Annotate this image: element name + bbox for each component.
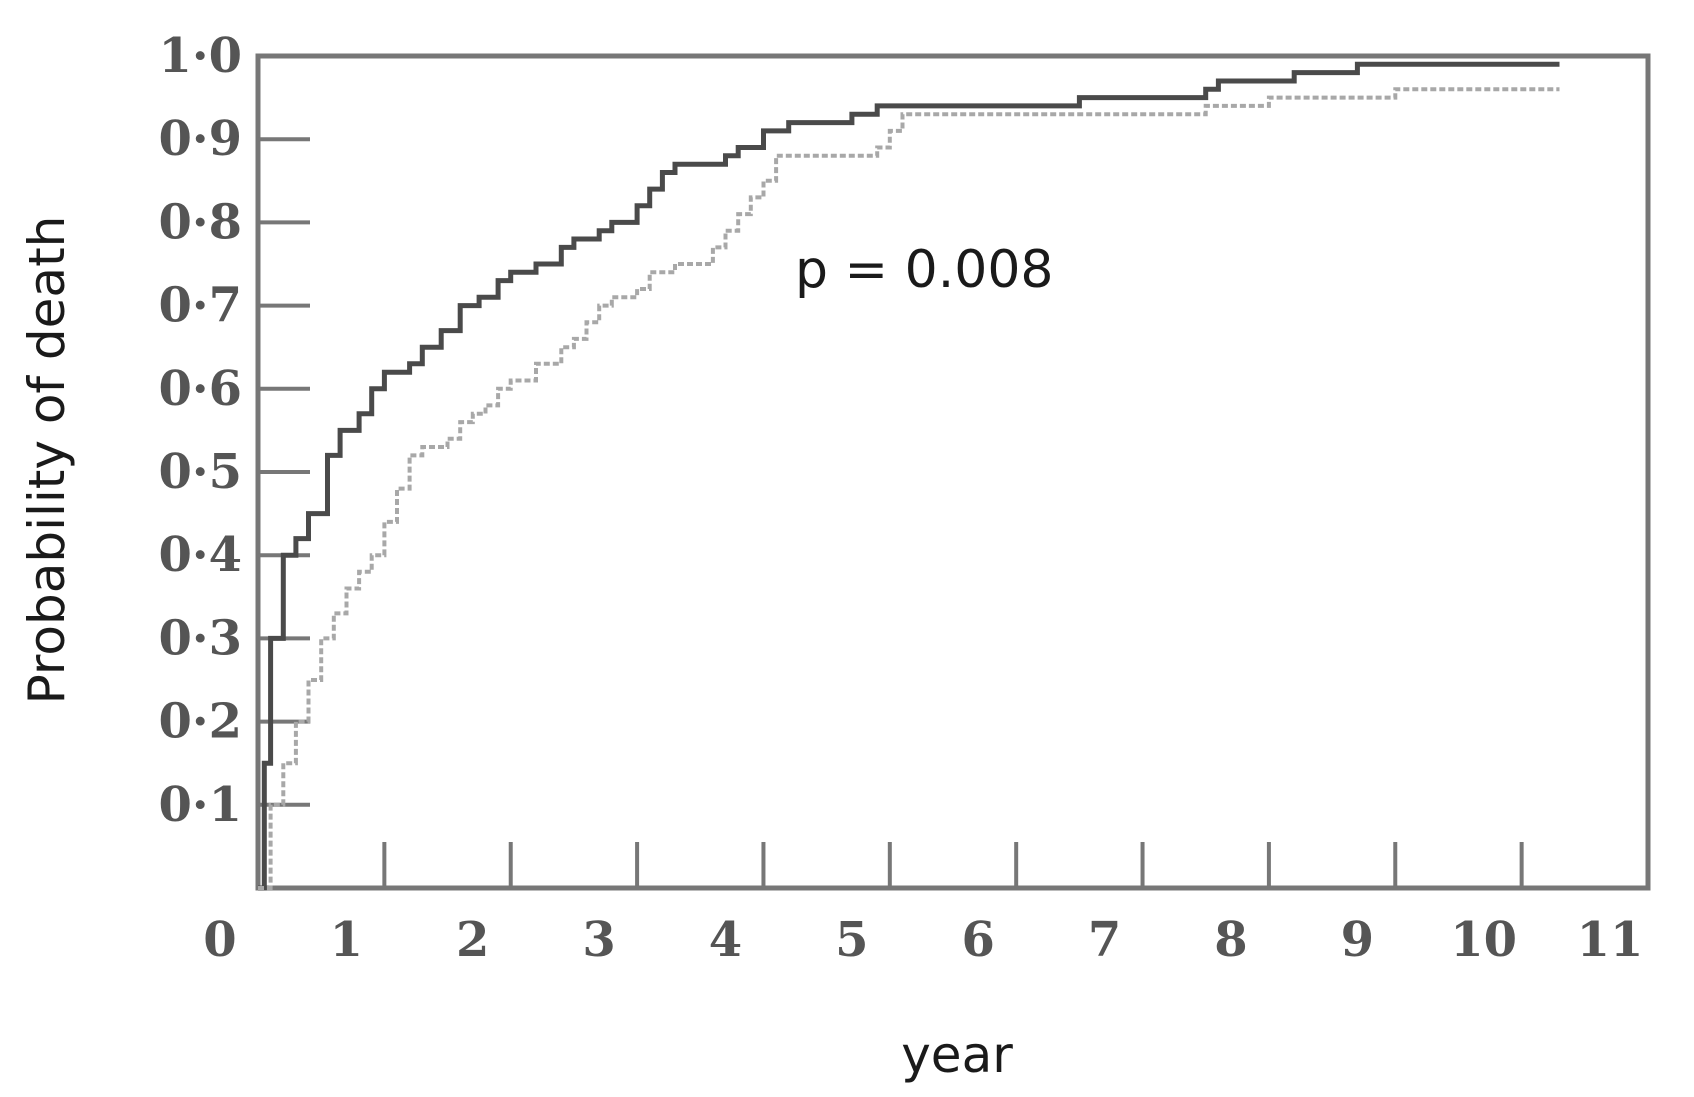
x-tick-label: 3: [582, 912, 615, 968]
x-axis-tick-labels: 0 1 2 3 4 5 6 7 8 9 10 11: [203, 912, 1643, 968]
series-line-solid-dark: [258, 61, 1560, 891]
plot-frame: [255, 53, 1651, 891]
x-tick-label: 1: [330, 912, 363, 968]
y-tick-label: 0·3: [158, 610, 242, 666]
y-axis-tick-labels: 0·1 0·2 0·3 0·4 0·5 0·6 0·7 0·8 0·9 1·0: [158, 28, 242, 833]
x-tick-label: 0: [203, 912, 236, 968]
y-tick-label: 0·5: [158, 444, 242, 500]
y-axis-title: Probability of death: [18, 216, 76, 705]
y-tick-label: 0·8: [158, 194, 242, 250]
x-tick-label: 9: [1341, 912, 1374, 968]
series-layer: [258, 61, 1560, 891]
x-tick-label: 10: [1450, 912, 1517, 968]
x-tick-label: 5: [835, 912, 868, 968]
y-tick-label: 0·9: [158, 111, 242, 167]
y-tick-label: 0·7: [158, 278, 242, 334]
y-tick-label: 0·2: [158, 694, 242, 750]
series-line-dotted-light: [258, 87, 1560, 890]
y-axis-ticks: [258, 137, 310, 807]
y-tick-label: 0·4: [158, 527, 242, 583]
x-tick-label: 2: [456, 912, 489, 968]
y-tick-label: 1·0: [158, 28, 242, 84]
y-tick-label: 0·1: [158, 777, 242, 833]
x-tick-label: 6: [961, 912, 994, 968]
y-tick-label: 0·6: [158, 361, 242, 417]
x-axis-ticks: [382, 842, 1524, 888]
p-value-annotation: p = 0.008: [795, 240, 1054, 300]
x-tick-label: 11: [1577, 912, 1644, 968]
x-axis-title: year: [901, 1026, 1013, 1084]
x-tick-label: 4: [709, 912, 742, 968]
x-tick-label: 8: [1214, 912, 1247, 968]
x-tick-label: 7: [1088, 912, 1121, 968]
